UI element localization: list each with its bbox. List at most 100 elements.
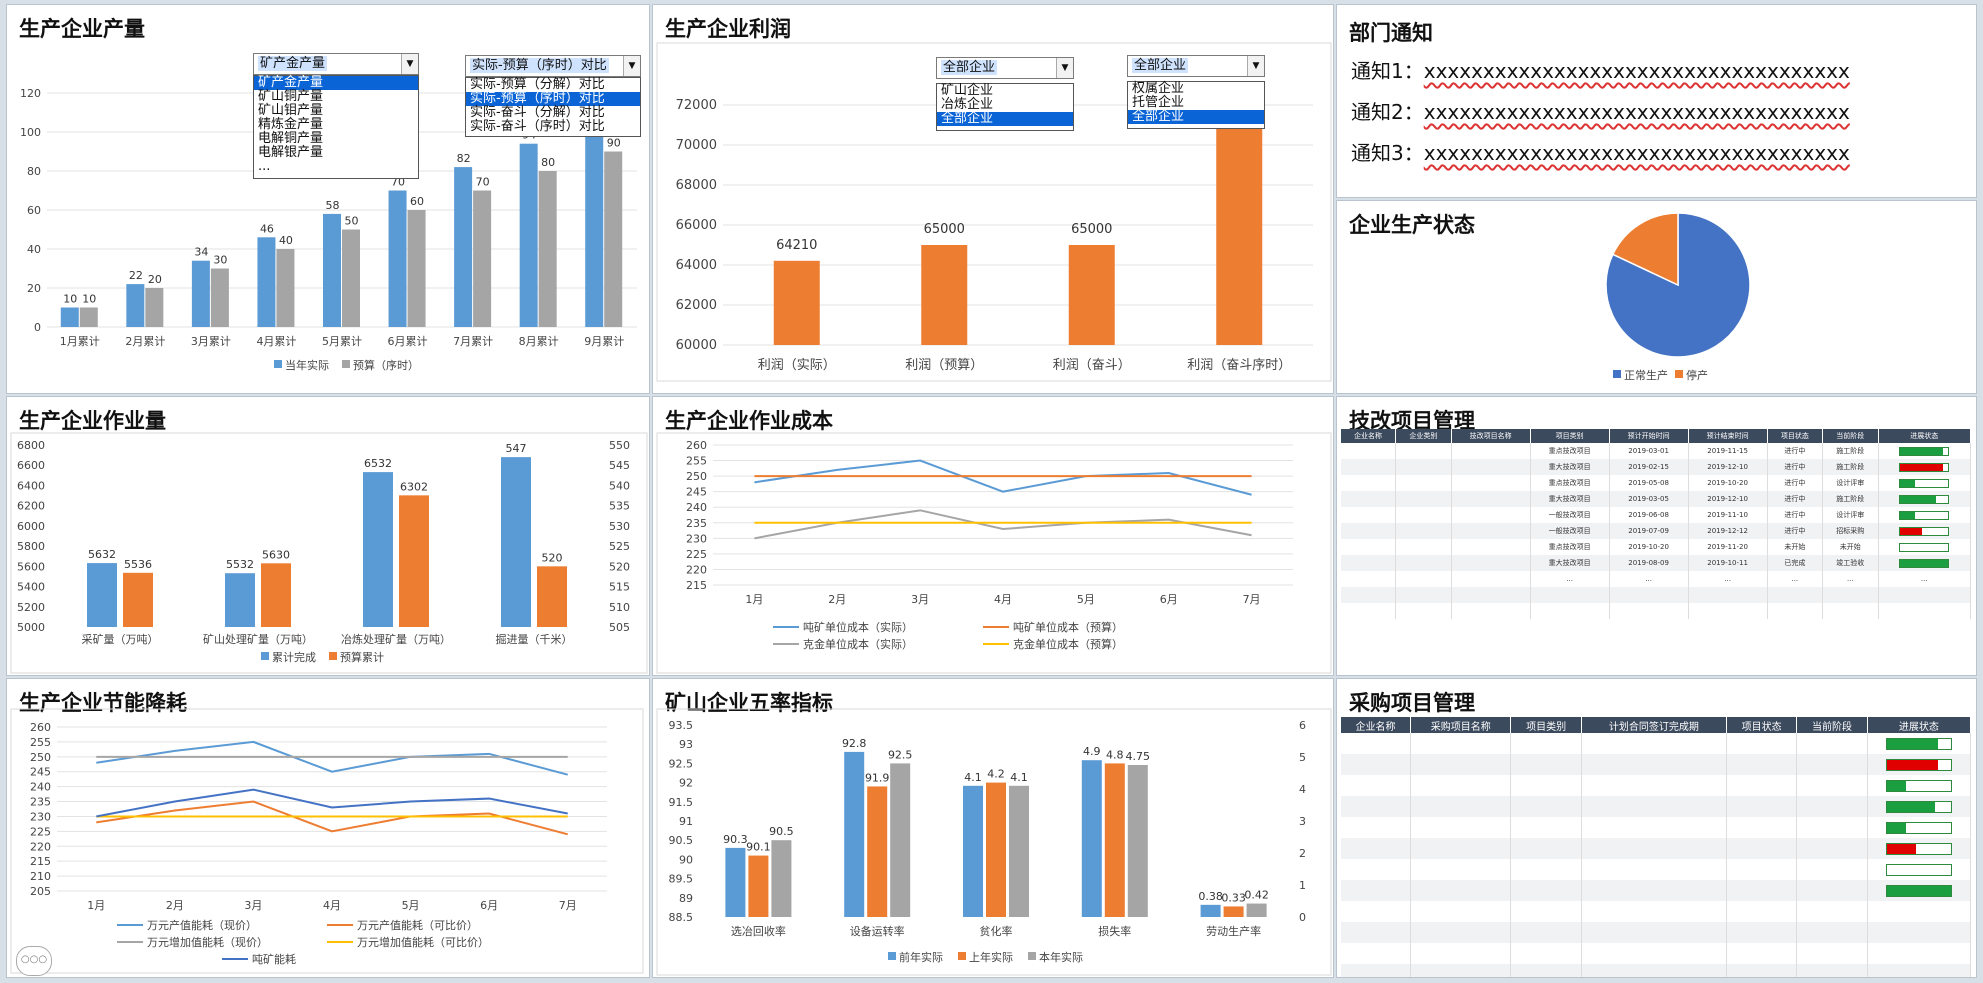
table-row[interactable]: 重点技改项目 2019-10-20 2019-11-20 未开始 未开始 xyxy=(1341,539,1972,555)
cell-enterprise xyxy=(1341,523,1397,539)
product-dropdown[interactable]: 矿产金产量 ▼ xyxy=(253,53,419,75)
table-row[interactable] xyxy=(1341,775,1972,796)
notice-text[interactable]: xxxxxxxxxxxxxxxxxxxxxxxxxxxxxxxxxxxx xyxy=(1423,141,1850,165)
chevron-down-icon[interactable]: ▼ xyxy=(1056,58,1073,78)
bar xyxy=(1223,906,1244,917)
column-header[interactable]: 企业类别 xyxy=(1395,429,1452,443)
table-row[interactable] xyxy=(1341,796,1972,817)
progress-bar xyxy=(1899,542,1950,552)
table-row[interactable]: 重点技改项目 2019-03-01 2019-11-15 进行中 施工阶段 xyxy=(1341,443,1972,459)
cell-empty xyxy=(1341,922,1412,943)
cell-empty xyxy=(1822,603,1879,619)
notice-text[interactable]: xxxxxxxxxxxxxxxxxxxxxxxxxxxxxxxxxxxx xyxy=(1423,100,1850,124)
cell-empty xyxy=(1451,603,1531,619)
table-row[interactable] xyxy=(1341,733,1972,754)
x-tick-label: 8月累计 xyxy=(519,335,559,348)
cell-empty xyxy=(1878,587,1972,603)
dropdown-option[interactable]: 托管企业 xyxy=(1132,95,1185,110)
table-row[interactable] xyxy=(1341,880,1972,901)
table-row[interactable] xyxy=(1341,922,1972,943)
dropdown-option[interactable]: 全部企业 xyxy=(937,112,1073,126)
table-row[interactable] xyxy=(1341,943,1972,964)
bar xyxy=(210,268,229,327)
table-row[interactable]: 重点技改项目 2019-05-08 2019-10-20 进行中 设计评审 xyxy=(1341,475,1972,491)
dropdown-option[interactable]: 权属企业 xyxy=(1132,81,1185,96)
notice-text[interactable]: xxxxxxxxxxxxxxxxxxxxxxxxxxxxxxxxxxxx xyxy=(1423,59,1850,83)
table-row[interactable] xyxy=(1341,901,1972,922)
cell-start-date: 2019-03-05 xyxy=(1609,491,1689,507)
table-row[interactable] xyxy=(1341,859,1972,880)
column-header[interactable]: 计划合同签订完成期 xyxy=(1581,717,1727,733)
data-label: 0.42 xyxy=(1244,889,1269,902)
table-row[interactable] xyxy=(1341,817,1972,838)
cell-end-date: 2019-12-10 xyxy=(1688,491,1768,507)
column-header[interactable]: 企业名称 xyxy=(1341,717,1412,733)
y-tick-label: 5 xyxy=(1299,751,1306,764)
table-row[interactable]: 一般技改项目 2019-07-09 2019-12-12 进行中 招标采购 xyxy=(1341,523,1972,539)
column-header[interactable]: 预计开始时间 xyxy=(1609,429,1689,443)
table-row[interactable]: .................. xyxy=(1341,571,1972,587)
table-row[interactable] xyxy=(1341,964,1972,977)
dropdown-option[interactable]: ... xyxy=(258,159,271,174)
y-tick-label: 60000 xyxy=(676,338,717,353)
y-tick-label: 91 xyxy=(679,815,693,828)
table-row[interactable]: 重大技改项目 2019-08-09 2019-10-11 已完成 竣工验收 xyxy=(1341,555,1972,571)
column-header[interactable]: 预计结束时间 xyxy=(1688,429,1768,443)
column-header[interactable]: 项目状态 xyxy=(1726,717,1798,733)
chevron-down-icon[interactable]: ▼ xyxy=(623,56,640,76)
data-label: 10 xyxy=(63,293,77,306)
dropdown-option[interactable]: 矿产金产量 xyxy=(254,76,418,90)
table-row[interactable] xyxy=(1341,603,1972,619)
cell-start-date: 2019-08-09 xyxy=(1609,555,1689,571)
cell-empty xyxy=(1510,733,1582,754)
chevron-down-icon[interactable]: ▼ xyxy=(1247,56,1264,76)
cell-enterprise xyxy=(1341,507,1397,523)
column-header[interactable]: 采购项目名称 xyxy=(1410,717,1512,733)
dropdown-option[interactable]: 实际-奋斗（序时）对比 xyxy=(470,119,605,134)
dropdown-option[interactable]: 实际-预算（分解）对比 xyxy=(470,77,605,92)
compare-dropdown-list[interactable]: 实际-预算（分解）对比 实际-预算（序时）对比 实际-奋斗（分解）对比 实际-奋斗（序… xyxy=(465,77,641,137)
ownership-dropdown[interactable]: 全部企业 ▼ xyxy=(1127,55,1265,77)
column-header[interactable]: 技改项目名称 xyxy=(1451,429,1531,443)
table-row[interactable]: 一般技改项目 2019-06-08 2019-11-10 进行中 设计评审 xyxy=(1341,507,1972,523)
dropdown-option[interactable]: 全部企业 xyxy=(1128,110,1264,124)
plot-frame xyxy=(656,708,1332,976)
cell-empty xyxy=(1726,922,1798,943)
dropdown-option[interactable]: 矿山钼产量 xyxy=(258,103,324,118)
column-header[interactable]: 进展状态 xyxy=(1867,717,1972,733)
data-label: 80 xyxy=(541,156,555,169)
column-header[interactable]: 当前阶段 xyxy=(1796,717,1868,733)
table-row[interactable] xyxy=(1341,587,1972,603)
dropdown-option[interactable]: 实际-预算（序时）对比 xyxy=(466,92,640,106)
enterprise-type-dropdown[interactable]: 全部企业 ▼ xyxy=(936,57,1074,79)
dropdown-option[interactable]: 矿山企业 xyxy=(941,83,994,98)
progress-bar xyxy=(1899,478,1950,488)
dropdown-option[interactable]: 精炼金产量 xyxy=(258,117,324,132)
column-header[interactable]: 进展状态 xyxy=(1878,429,1972,443)
product-dropdown-list[interactable]: 矿产金产量 矿山铜产量 矿山钼产量 精炼金产量 电解铜产量 电解银产量... xyxy=(253,75,419,179)
chevron-down-icon[interactable]: ▼ xyxy=(401,54,418,74)
column-header[interactable]: 项目状态 xyxy=(1767,429,1824,443)
column-header[interactable]: 当前阶段 xyxy=(1822,429,1879,443)
column-header[interactable]: 项目类别 xyxy=(1510,717,1582,733)
notice-item[interactable]: 通知3：xxxxxxxxxxxxxxxxxxxxxxxxxxxxxxxxxxxx xyxy=(1351,137,1850,166)
y-tick-label: 6800 xyxy=(17,439,45,452)
dropdown-option[interactable]: 电解银产量 xyxy=(258,145,324,160)
column-header[interactable]: 企业名称 xyxy=(1341,429,1397,443)
table-header-row: 企业名称 采购项目名称 项目类别 计划合同签订完成期 项目状态 当前阶段 进展状态 xyxy=(1341,717,1972,733)
scroll-indicator[interactable]: ○○○ xyxy=(16,946,52,976)
table-row[interactable]: 重大技改项目 2019-02-15 2019-12-10 进行中 施工阶段 xyxy=(1341,459,1972,475)
compare-dropdown[interactable]: 实际-预算（序时）对比 ▼ xyxy=(465,55,641,77)
notice-item[interactable]: 通知2：xxxxxxxxxxxxxxxxxxxxxxxxxxxxxxxxxxxx xyxy=(1351,96,1850,125)
enterprise-type-dropdown-list[interactable]: 矿山企业 冶炼企业 全部企业 xyxy=(936,83,1074,131)
ownership-dropdown-list[interactable]: 权属企业 托管企业 全部企业 xyxy=(1127,81,1265,129)
dropdown-option[interactable]: 实际-奋斗（分解）对比 xyxy=(470,105,605,120)
table-row[interactable] xyxy=(1341,754,1972,775)
table-row[interactable]: 重大技改项目 2019-03-05 2019-12-10 进行中 施工阶段 xyxy=(1341,491,1972,507)
column-header[interactable]: 项目类别 xyxy=(1530,429,1610,443)
table-row[interactable] xyxy=(1341,838,1972,859)
dropdown-option[interactable]: 电解铜产量 xyxy=(258,131,324,146)
dropdown-option[interactable]: 矿山铜产量 xyxy=(258,89,324,104)
dropdown-option[interactable]: 冶炼企业 xyxy=(941,97,994,112)
notice-item[interactable]: 通知1：xxxxxxxxxxxxxxxxxxxxxxxxxxxxxxxxxxxx xyxy=(1351,55,1850,84)
